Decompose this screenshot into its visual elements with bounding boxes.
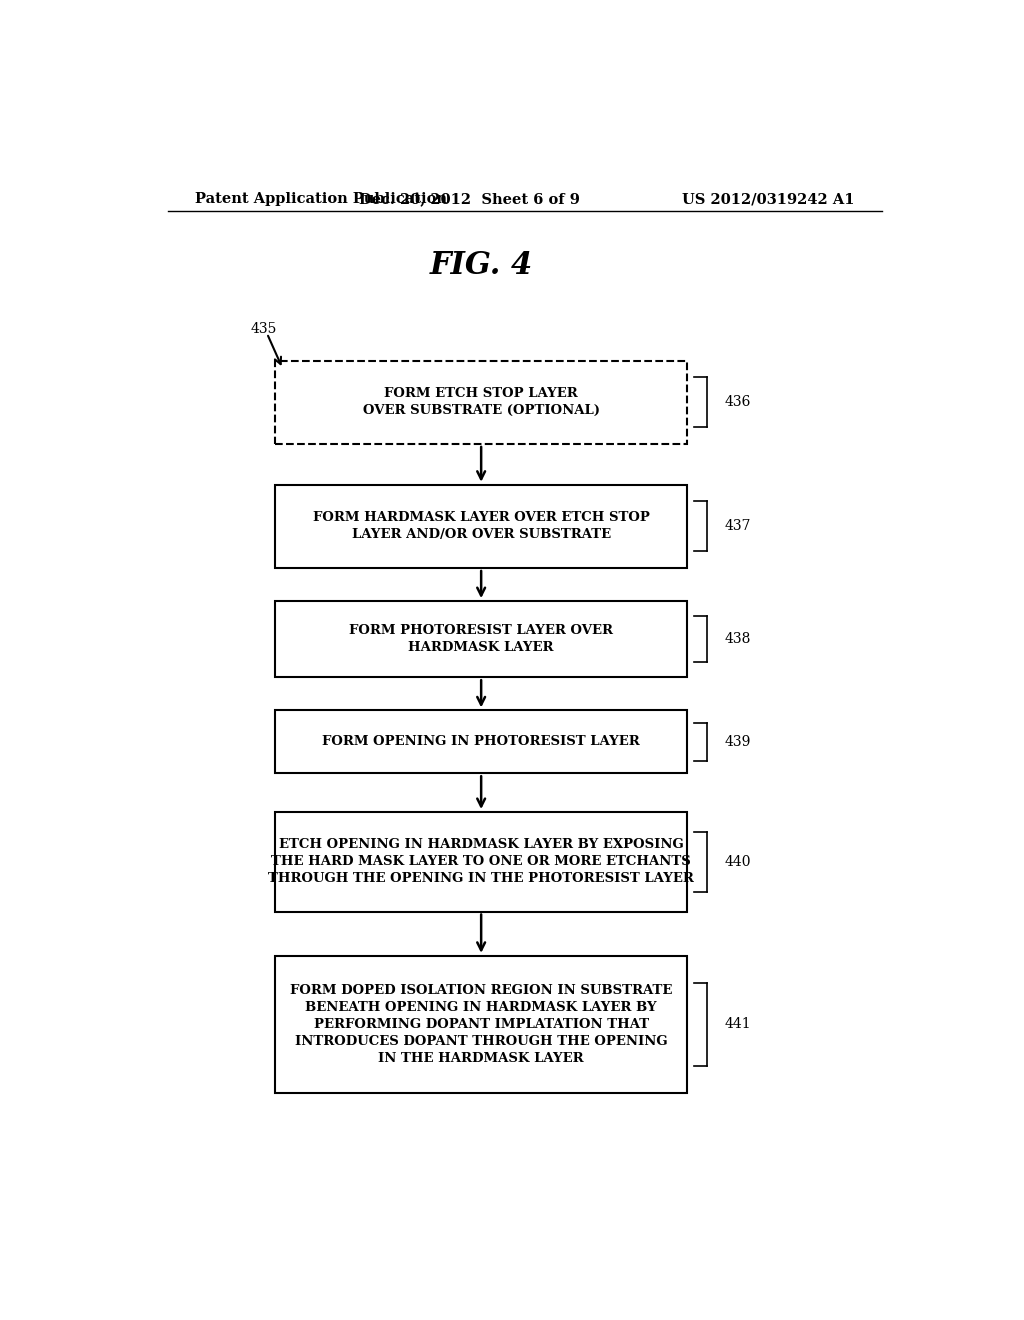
Text: 435: 435 [251,322,278,337]
Text: FORM OPENING IN PHOTORESIST LAYER: FORM OPENING IN PHOTORESIST LAYER [323,735,640,748]
Text: FORM DOPED ISOLATION REGION IN SUBSTRATE
BENEATH OPENING IN HARDMASK LAYER BY
PE: FORM DOPED ISOLATION REGION IN SUBSTRATE… [290,983,673,1065]
FancyBboxPatch shape [274,710,687,774]
Text: 437: 437 [725,519,752,533]
FancyBboxPatch shape [274,601,687,677]
Text: 440: 440 [725,855,752,869]
FancyBboxPatch shape [274,812,687,912]
Text: FORM HARDMASK LAYER OVER ETCH STOP
LAYER AND/OR OVER SUBSTRATE: FORM HARDMASK LAYER OVER ETCH STOP LAYER… [312,511,649,541]
FancyBboxPatch shape [274,484,687,568]
Text: 438: 438 [725,632,752,647]
Text: Dec. 20, 2012  Sheet 6 of 9: Dec. 20, 2012 Sheet 6 of 9 [358,191,580,206]
Text: FORM ETCH STOP LAYER
OVER SUBSTRATE (OPTIONAL): FORM ETCH STOP LAYER OVER SUBSTRATE (OPT… [362,387,600,417]
Text: FORM PHOTORESIST LAYER OVER
HARDMASK LAYER: FORM PHOTORESIST LAYER OVER HARDMASK LAY… [349,624,613,655]
FancyBboxPatch shape [274,956,687,1093]
Text: US 2012/0319242 A1: US 2012/0319242 A1 [682,191,854,206]
Text: FIG. 4: FIG. 4 [429,249,532,281]
Text: 439: 439 [725,735,752,748]
Text: 441: 441 [725,1018,752,1031]
Text: ETCH OPENING IN HARDMASK LAYER BY EXPOSING
THE HARD MASK LAYER TO ONE OR MORE ET: ETCH OPENING IN HARDMASK LAYER BY EXPOSI… [268,838,694,886]
Text: 436: 436 [725,395,752,409]
FancyBboxPatch shape [274,360,687,444]
Text: Patent Application Publication: Patent Application Publication [196,191,447,206]
